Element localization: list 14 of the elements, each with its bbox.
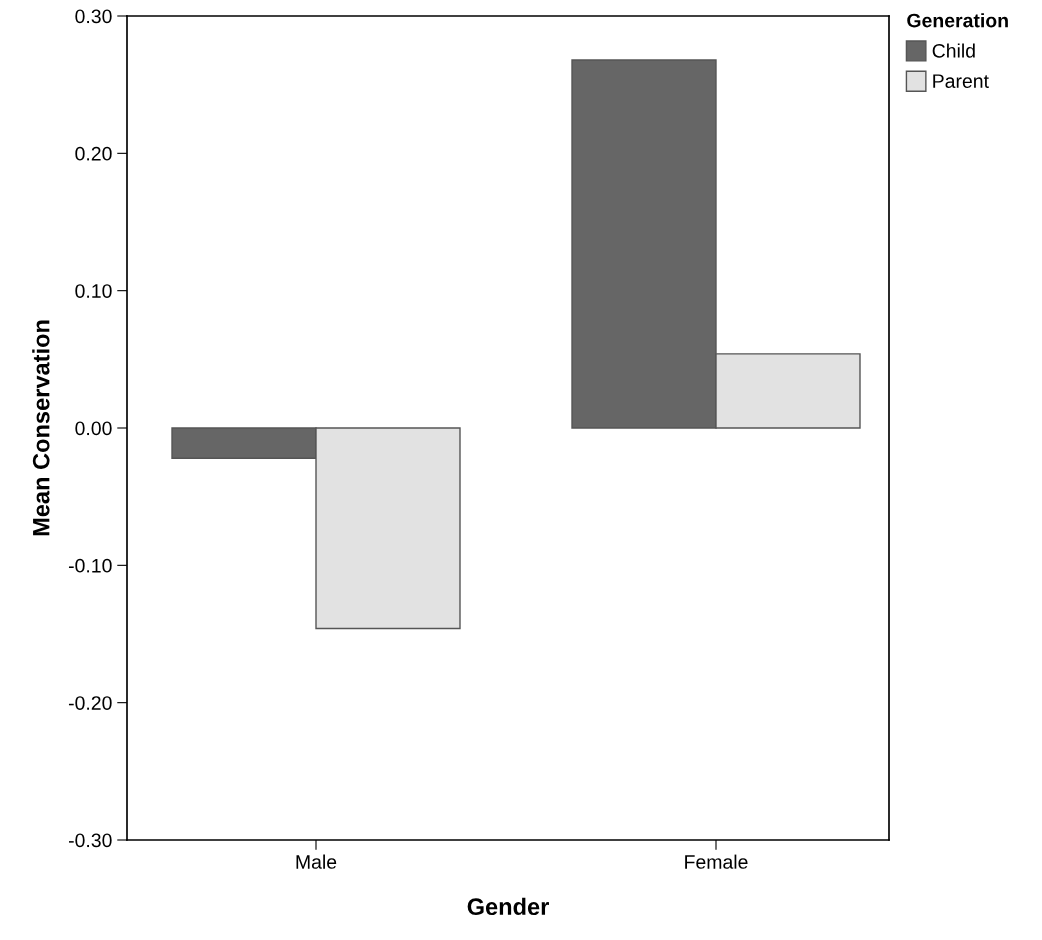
- legend-title: Generation: [907, 13, 1008, 28]
- y-tick-label: -0.10: [68, 558, 112, 573]
- y-tick-label: -0.20: [68, 696, 112, 710]
- legend-label: Child: [932, 43, 975, 58]
- x-axis-title: Gender: [467, 897, 549, 916]
- y-tick-label: 0.10: [75, 284, 112, 298]
- y-tick-label: 0.30: [75, 9, 112, 24]
- y-tick-label: -0.30: [68, 833, 112, 848]
- legend-label: Parent: [933, 74, 989, 88]
- y-tick-label: 0.00: [75, 421, 112, 436]
- x-tick-label: Female: [685, 854, 748, 869]
- x-tick-label: Male: [296, 854, 337, 869]
- y-tick-label: 0.20: [75, 146, 112, 161]
- y-axis-title: Mean Conservation: [32, 320, 50, 536]
